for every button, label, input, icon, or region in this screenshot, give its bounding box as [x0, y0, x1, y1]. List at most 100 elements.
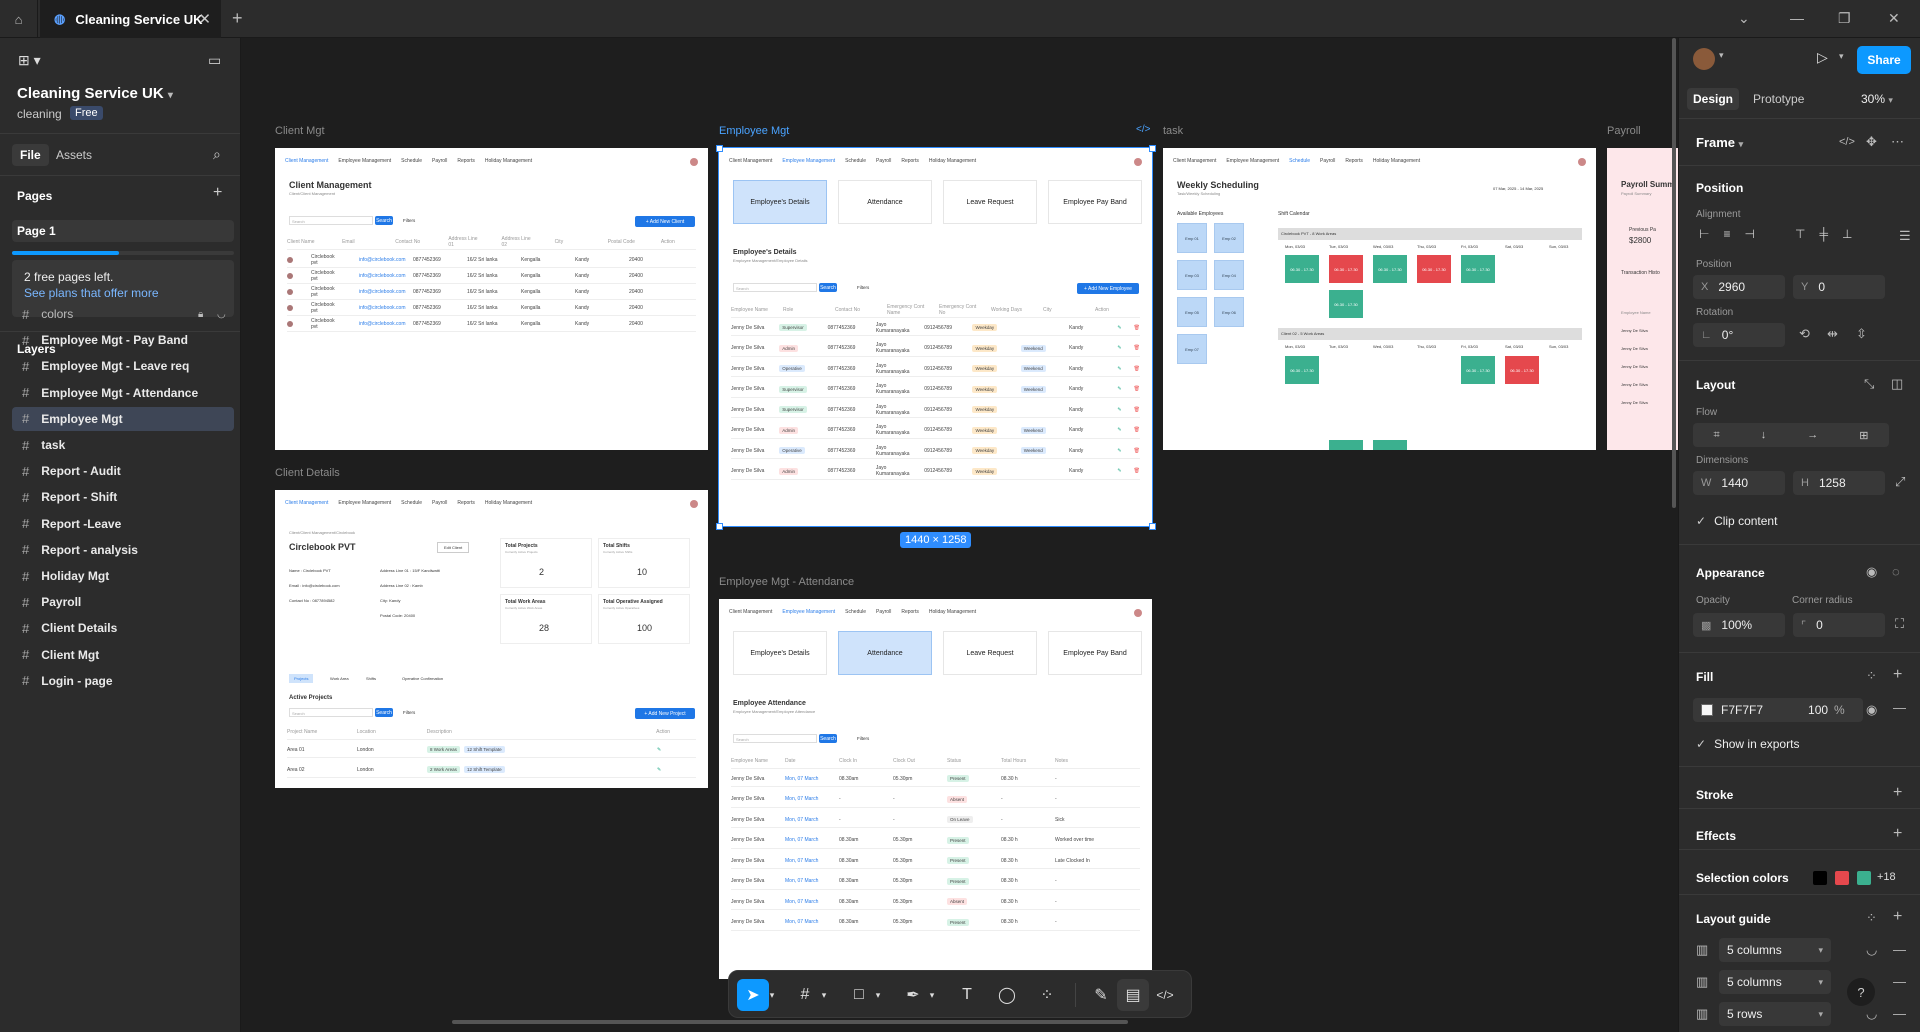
nav-item[interactable]: Client Management: [729, 609, 773, 615]
nav-item[interactable]: Holiday Management: [484, 500, 533, 506]
dev-mode-icon[interactable]: </>: [1136, 124, 1151, 135]
nav-card[interactable]: Employee Pay Band: [1048, 631, 1142, 675]
shift-block[interactable]: [1329, 440, 1363, 450]
horizontal-flow-icon[interactable]: →: [1807, 429, 1819, 441]
nav-item[interactable]: Client Management: [285, 500, 329, 506]
resize-handle[interactable]: [1149, 145, 1156, 152]
shift-block[interactable]: 06.30 - 17.30: [1373, 255, 1407, 283]
table-row[interactable]: Jenny De Silva Operative 0877452369 Jayo Ku…: [731, 361, 1140, 377]
fill-swatch[interactable]: [1701, 704, 1713, 716]
chevron-down-icon[interactable]: ▾: [1839, 51, 1844, 61]
remove-fill-icon[interactable]: —: [1893, 700, 1906, 715]
attendance-search-button[interactable]: Search: [819, 734, 837, 743]
table-row[interactable]: Jenny De Silva Admin 0877452369 Jayo Kumara…: [731, 464, 1140, 480]
freeform-icon[interactable]: ⌗: [1713, 428, 1720, 441]
frame-label-employee-mgt[interactable]: Employee Mgt: [719, 125, 790, 137]
table-row[interactable]: Jenny De Silva Mon, 07 March 08.30am 05.30p…: [731, 915, 1140, 931]
restore-icon[interactable]: ❐: [1838, 10, 1851, 26]
nav-item[interactable]: Client Management: [729, 158, 773, 164]
add-effect-icon[interactable]: +: [1893, 825, 1903, 842]
add-client-button[interactable]: + Add New Client: [635, 216, 695, 227]
frame-label-task[interactable]: task: [1163, 125, 1184, 137]
layer-item[interactable]: # Employee Mgt - Leave req: [12, 354, 234, 378]
delete-icon[interactable]: 🗑︎: [1133, 468, 1140, 474]
vertical-scrollbar[interactable]: [1672, 38, 1676, 508]
vertical-flow-icon[interactable]: ↓: [1760, 429, 1767, 441]
chevron-down-icon[interactable]: ▾: [1719, 50, 1724, 60]
employee-filters[interactable]: Filters: [857, 285, 870, 290]
add-guide-icon[interactable]: +: [1893, 908, 1903, 925]
rectangle-tool-icon[interactable]: □: [854, 986, 864, 1003]
employee-search-input[interactable]: Search: [733, 283, 817, 292]
eye-icon[interactable]: ◉: [1866, 702, 1878, 717]
attendance-filters[interactable]: Filters: [857, 736, 870, 741]
main-menu-icon[interactable]: ⊞ ▾: [18, 52, 41, 68]
nav-item[interactable]: Schedule: [401, 500, 423, 506]
table-row[interactable]: Jenny De Silva Admin 0877452369 Jayo Kumara…: [731, 423, 1140, 439]
fill-color-field[interactable]: F7F7F7 100 %: [1693, 698, 1863, 722]
nav-item[interactable]: Employee Management: [338, 158, 392, 164]
delete-icon[interactable]: 🗑︎: [1133, 406, 1140, 413]
shift-block[interactable]: 06.30 - 17.30: [1461, 356, 1495, 384]
comment-tool-icon[interactable]: ◯: [998, 987, 1016, 1004]
lock-icon[interactable]: 🔒︎: [198, 308, 204, 320]
home-icon[interactable]: ⌂: [0, 0, 38, 38]
width-field[interactable]: W 1440: [1693, 471, 1785, 495]
table-row[interactable]: Jenny De Silva Mon, 07 March 08.30am 05.30p…: [731, 894, 1140, 910]
grid-flow-icon[interactable]: ⊞: [1859, 429, 1869, 442]
nav-item[interactable]: Client Management: [285, 158, 329, 164]
employee-chip[interactable]: Emp 05: [1177, 297, 1207, 327]
add-employee-button[interactable]: + Add New Employee: [1077, 283, 1139, 294]
component-icon[interactable]: ✥: [1866, 134, 1877, 149]
shift-block[interactable]: 06.30 - 17.30: [1329, 255, 1363, 283]
present-icon[interactable]: ▷: [1817, 49, 1828, 65]
delete-icon[interactable]: 🗑︎: [1133, 345, 1140, 351]
employee-chip[interactable]: Emp 04: [1214, 260, 1244, 290]
stat-card[interactable]: Total Work Areas Currently Active Work Ar…: [500, 594, 592, 644]
page-1-item[interactable]: Page 1: [12, 220, 234, 242]
tab[interactable]: Operative Confirmation: [402, 676, 444, 681]
grid-guide-icon[interactable]: ▥: [1696, 1006, 1709, 1021]
actions-tool-icon[interactable]: ⁘: [1040, 987, 1054, 1004]
project-title[interactable]: Cleaning Service UK ▾: [17, 85, 173, 102]
tab-prototype[interactable]: Prototype: [1753, 92, 1805, 106]
nav-item[interactable]: Payroll: [876, 158, 892, 164]
layer-item[interactable]: # colors 🔒︎ ◡: [12, 302, 234, 326]
zoom-level[interactable]: 30% ▾: [1861, 92, 1893, 106]
table-row[interactable]: Jenny De Silva Mon, 07 March 08.30am 05.30p…: [731, 833, 1140, 849]
add-fill-icon[interactable]: +: [1893, 666, 1903, 683]
payroll-row[interactable]: Jenny De Silva: [1621, 400, 1648, 405]
flip-vertical-icon[interactable]: ⇳: [1856, 326, 1867, 341]
tab-design[interactable]: Design: [1687, 88, 1740, 110]
align-right-icon[interactable]: ⊣: [1744, 227, 1755, 241]
nav-item[interactable]: Employee Management: [782, 609, 836, 615]
show-in-exports-checkbox[interactable]: ✓ Show in exports: [1696, 737, 1800, 751]
guide-dropdown[interactable]: 5 columns ▾: [1719, 938, 1831, 962]
code-icon[interactable]: </>: [1839, 136, 1855, 148]
edit-icon[interactable]: ✎: [657, 766, 662, 773]
nav-item[interactable]: Payroll: [432, 500, 448, 506]
grid-guide-icon[interactable]: ▥: [1696, 942, 1709, 957]
horizontal-scrollbar[interactable]: [452, 1020, 1128, 1024]
table-row[interactable]: Circlebook pvt info@circlebook.com 0877452…: [287, 316, 696, 332]
tab[interactable]: Work Area: [330, 676, 349, 681]
nav-card[interactable]: Leave Request: [943, 631, 1037, 675]
date-range[interactable]: 07 Mar, 2025 - 14 Mar, 2025: [1493, 186, 1544, 191]
table-row[interactable]: Area 01 London 8 Work Areas 12 Shift Templa…: [287, 742, 696, 758]
resize-handle[interactable]: [1149, 523, 1156, 530]
canvas[interactable]: Client Mgt Client Management Employee Man…: [242, 38, 1678, 1032]
pen-tool-icon[interactable]: ✒: [906, 987, 920, 1004]
table-row[interactable]: Circlebook pvt info@circlebook.com 0877452…: [287, 252, 696, 268]
more-colors-count[interactable]: +18: [1877, 871, 1896, 883]
payroll-row[interactable]: Jenny De Silva: [1621, 382, 1648, 387]
eye-icon[interactable]: ◡: [1866, 942, 1878, 957]
frame-task[interactable]: Client Management Employee Management Sche…: [1163, 148, 1596, 450]
delete-icon[interactable]: 🗑︎: [1133, 447, 1140, 454]
draw-mode-icon[interactable]: ✎: [1094, 987, 1108, 1004]
avatar[interactable]: [1134, 609, 1142, 617]
add-stroke-icon[interactable]: +: [1893, 784, 1903, 801]
layer-item[interactable]: # Login - page: [12, 669, 234, 693]
auto-layout-icon[interactable]: ◫: [1891, 376, 1904, 391]
nav-item[interactable]: Client Management: [1173, 158, 1217, 164]
nav-item[interactable]: Payroll: [432, 158, 448, 164]
